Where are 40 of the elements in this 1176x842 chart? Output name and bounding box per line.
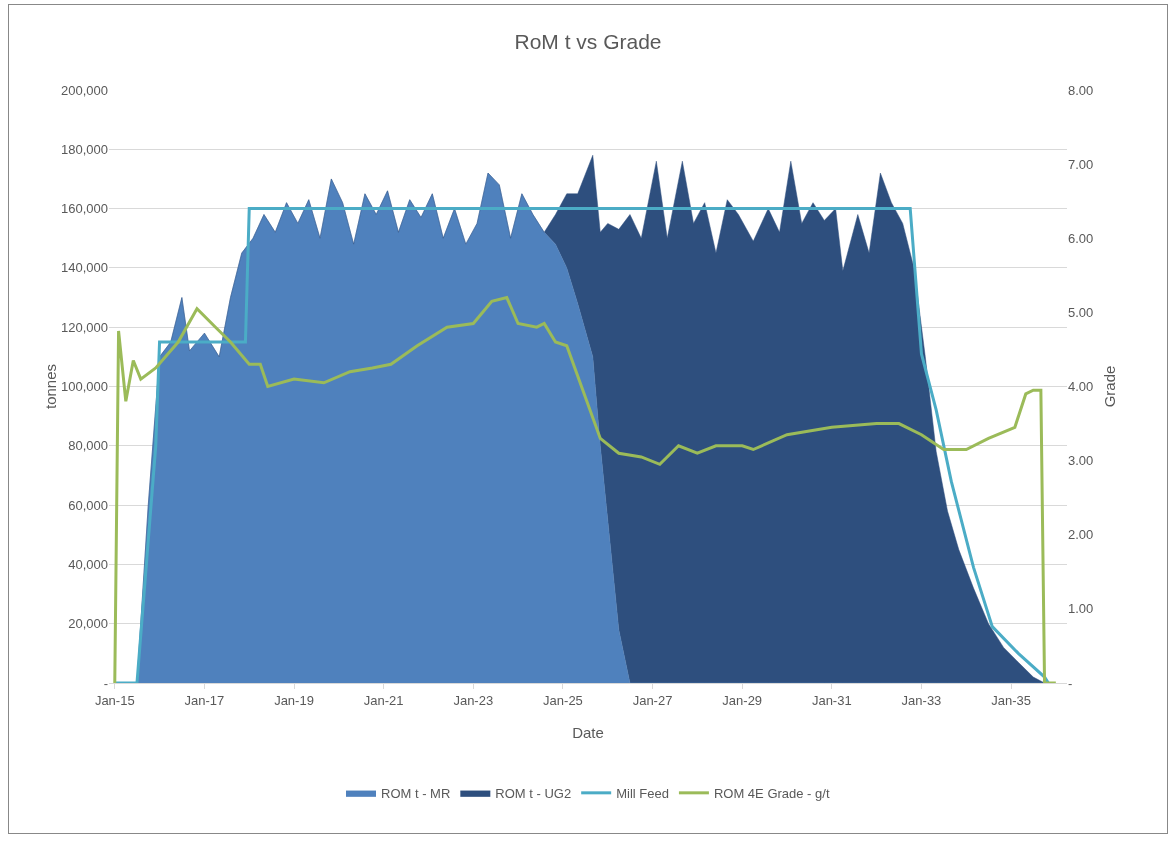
y-tick-label: 200,000 <box>61 82 108 98</box>
y2-tick-label: 2.00 <box>1068 527 1094 543</box>
x-tick-label: Jan-21 <box>363 692 404 708</box>
y-tick-label: 180,000 <box>61 141 108 157</box>
line-series <box>113 296 1058 683</box>
y2-tick-label: - <box>1068 675 1073 691</box>
x-tick-label: Jan-31 <box>811 692 852 708</box>
x-tick-label: Jan-23 <box>453 692 494 708</box>
y2-axis-title: Grade <box>1100 365 1118 408</box>
y-tick-label: 120,000 <box>61 319 108 335</box>
y-tick-label: 80,000 <box>68 438 108 454</box>
x-axis-title: Date <box>572 724 604 741</box>
legend-label: Mill Feed <box>616 785 669 801</box>
y2-tick-label: 4.00 <box>1068 379 1094 395</box>
x-tick-label: Jan-27 <box>632 692 673 708</box>
x-tick-label: Jan-15 <box>94 692 135 708</box>
y-tick-label: 140,000 <box>61 260 108 276</box>
legend-label: ROM 4E Grade - g/t <box>713 785 830 801</box>
y2-tick-label: 3.00 <box>1068 453 1094 469</box>
legend-label: ROM t - UG2 <box>495 785 572 801</box>
y2-tick-label: 5.00 <box>1068 304 1094 320</box>
chart-title: RoM t vs Grade <box>514 29 662 53</box>
x-tick-label: Jan-35 <box>991 692 1031 708</box>
x-tick-label: Jan-25 <box>543 692 583 708</box>
y2-tick-label: 1.00 <box>1068 601 1094 617</box>
y2-tick-label: 6.00 <box>1068 230 1094 246</box>
x-tick-label: Jan-29 <box>722 692 763 708</box>
y-axis-title: tonnes <box>42 363 59 410</box>
y-tick-label: - <box>103 675 108 691</box>
legend-label: ROM t - MR <box>381 785 451 801</box>
y-tick-label: 20,000 <box>68 616 108 632</box>
y2-tick-label: 8.00 <box>1068 82 1094 98</box>
y-tick-label: 60,000 <box>68 497 108 513</box>
y-tick-label: 160,000 <box>61 201 108 217</box>
x-tick-label: Jan-33 <box>901 692 942 708</box>
y2-tick-label: 7.00 <box>1068 156 1094 172</box>
x-tick-label: Jan-17 <box>184 692 225 708</box>
x-tick-label: Jan-19 <box>274 692 314 708</box>
y-tick-label: 100,000 <box>61 379 108 395</box>
y-tick-label: 40,000 <box>68 556 108 572</box>
